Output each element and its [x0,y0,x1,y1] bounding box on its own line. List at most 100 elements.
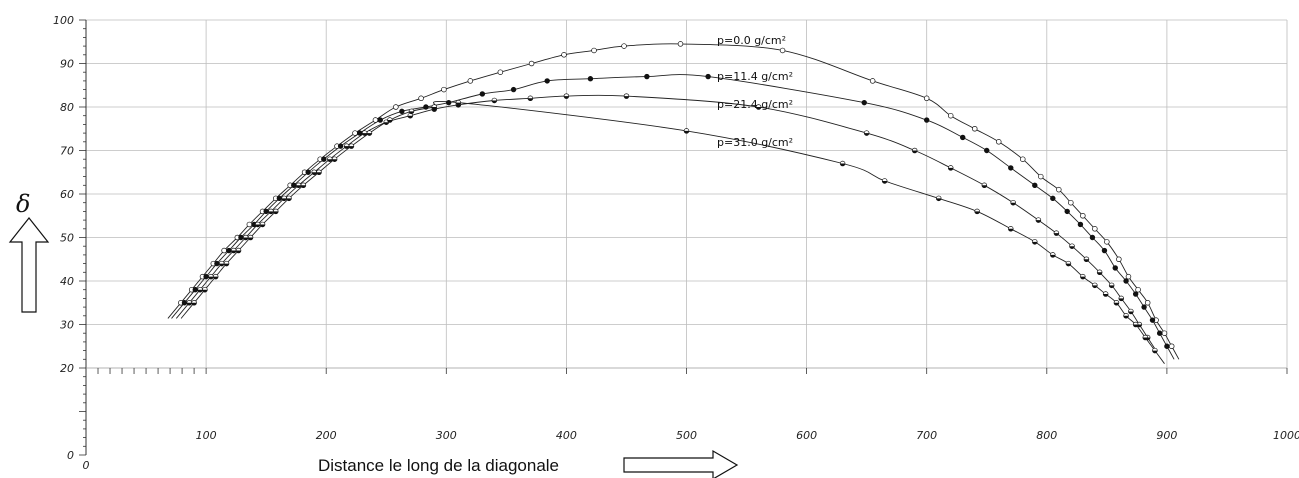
data-point [1068,199,1074,206]
data-point [1132,291,1139,297]
data-point [935,195,942,202]
series-markers [178,41,1175,354]
data-point [1064,208,1070,215]
data-point [1065,260,1072,267]
data-point [246,221,253,228]
data-point [1112,265,1118,271]
data-point [923,117,930,123]
series-line [175,94,1157,351]
data-point [361,130,368,136]
data-point [587,76,594,82]
series-label: p=0.0 g/cm² [717,34,786,47]
data-point [186,300,193,306]
data-point [563,93,570,99]
data-point [1101,247,1108,254]
y-tick-label: 50 [60,232,74,245]
data-point [238,234,244,241]
grid [86,19,1288,369]
x-tick-label: 600 [796,429,817,442]
data-point [372,117,379,123]
data-point [247,234,254,241]
data-point [455,99,462,106]
data-point [387,117,393,123]
data-point [1032,239,1038,245]
data-point [399,108,405,115]
x-tick-label: 500 [676,429,697,442]
data-point [947,112,954,119]
data-point [621,43,627,49]
data-point [1113,300,1120,306]
data-point [348,143,355,149]
y-tick-label: 100 [53,14,74,27]
data-point [1096,269,1103,276]
data-point [510,86,517,93]
data-point [357,130,363,136]
data-point [869,78,876,84]
x-tick-label: 900 [1156,429,1177,442]
data-point [1102,291,1109,297]
data-point [212,273,219,280]
data-point [263,208,269,215]
data-point [1161,330,1168,336]
series-label: p=31.0 g/cm² [717,136,793,149]
data-point [1132,321,1139,328]
series-labels: p=0.0 g/cm² p=11.4 g/cm² p=21.4 g/cm² p=31.… [717,34,793,149]
data-point [441,86,447,93]
x-axis-label: Distance le long de la diagonale [318,456,559,475]
data-point [286,195,292,202]
data-point [677,41,684,47]
y-tick-label: 80 [60,101,74,114]
data-point [1032,182,1038,189]
data-point [1118,295,1125,302]
data-point [273,208,279,215]
data-point [202,286,208,293]
data-point [259,221,266,228]
y-tick-label: 20 [60,362,74,375]
data-point [479,91,486,97]
data-point [863,130,870,136]
data-point [1008,165,1014,171]
data-point [1104,239,1110,245]
data-point [544,78,550,84]
data-point [623,93,630,99]
data-point [181,300,188,306]
x-tick-label: 700 [916,429,937,442]
data-point [1038,173,1044,180]
data-point [923,95,930,102]
data-point [235,247,242,254]
y-axis: 0 20 30 40 50 60 70 80 90 100 [53,14,87,462]
data-point [226,247,232,254]
data-point [1080,273,1086,280]
x-tick-label: 1000 [1273,429,1299,442]
x-tick-label: 200 [316,429,337,442]
data-point [683,128,690,134]
data-point [591,47,597,54]
x-tick-label: 100 [196,429,217,442]
data-point [1077,221,1084,228]
y-tick-label: 30 [60,319,74,332]
data-point [1080,213,1086,219]
data-point [1144,300,1151,306]
data-point [467,78,474,84]
data-point [446,99,452,106]
data-point [561,52,567,58]
data-point [242,234,249,241]
data-point [861,99,867,106]
data-point [1128,308,1134,315]
data-point [1108,282,1115,289]
data-point [254,221,261,228]
y-tick-label: 0 [67,449,74,462]
data-point [197,286,203,293]
data-point [321,156,327,162]
data-point [911,147,918,154]
data-point [491,97,498,104]
data-point [331,156,338,162]
data-point [1089,234,1096,241]
data-point [1142,334,1149,341]
data-point [1008,226,1014,232]
data-point [208,273,214,280]
x-tick-label: 800 [1036,429,1057,442]
data-point [1152,347,1158,354]
y-tick-label: 70 [60,145,74,158]
data-point [1056,186,1062,193]
